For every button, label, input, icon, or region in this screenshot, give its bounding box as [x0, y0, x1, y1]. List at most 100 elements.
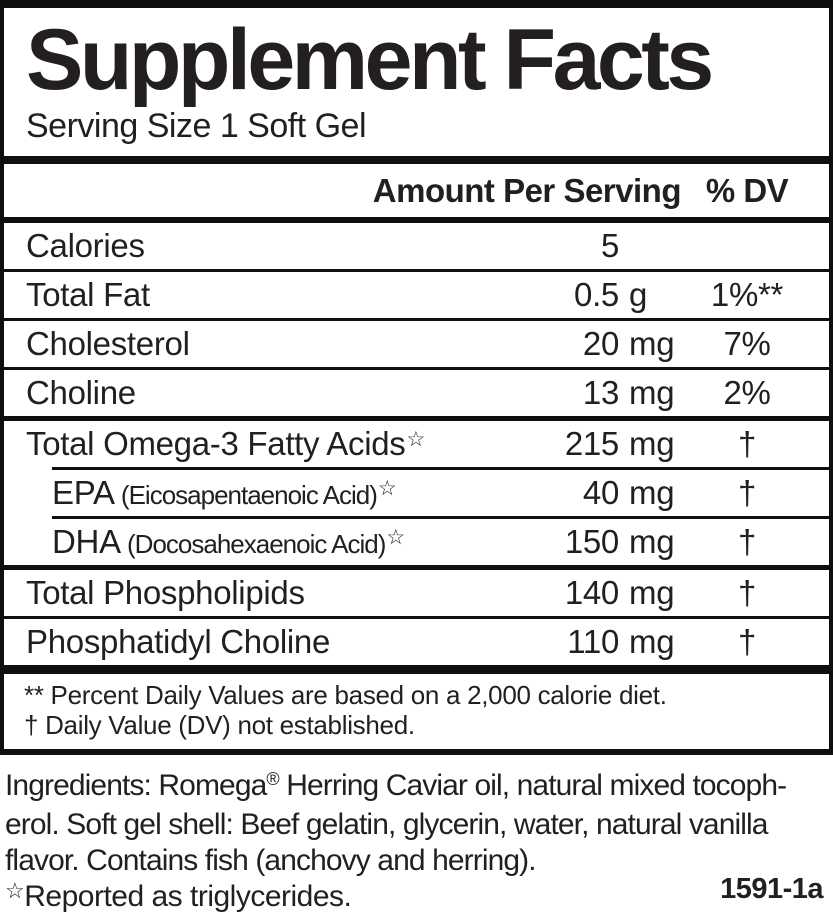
nutrient-name-paren: (Docosahexaenoic Acid)	[120, 529, 386, 560]
ingredients-text-part: erol. Soft gel shell: Beef gelatin, glyc…	[5, 808, 768, 842]
nutrient-name: Total Phospholipids	[26, 574, 491, 612]
nutrient-amount: 140 mg	[491, 574, 681, 612]
nutrient-name-text: Calories	[26, 227, 145, 265]
amount-unit: mg	[629, 474, 675, 512]
nutrient-amount: 0.5 g	[491, 276, 681, 314]
reported-note: ☆Reported as triglycerides.	[5, 878, 827, 917]
nutrient-name: Choline	[26, 374, 491, 412]
ingredients-text-part: flavor. Contains fish (anchovy and herri…	[5, 844, 537, 878]
ingredients-text-part: Herring Caviar oil, natural mixed tocoph…	[278, 769, 787, 803]
ingredients-line-2: erol. Soft gel shell: Beef gelatin, glyc…	[5, 807, 827, 843]
divider-thick-top	[4, 156, 829, 165]
amount-per-serving-header: Amount Per Serving	[372, 171, 682, 209]
nutrient-dv: †	[737, 425, 757, 463]
nutrient-amount: 40 mg	[491, 474, 681, 512]
title-section: Supplement Facts Serving Size 1 Soft Gel	[4, 8, 829, 156]
product-code: 1591-1a	[720, 873, 823, 906]
star-icon: ☆	[386, 526, 405, 550]
footnote-line-2: † Daily Value (DV) not established.	[24, 710, 415, 741]
nutrient-name-text: Total Fat	[26, 276, 150, 314]
table-header: Amount Per Serving % DV	[4, 164, 829, 217]
table-row-phosphatidyl-choline: Phosphatidyl Choline 110 mg †	[4, 619, 829, 665]
nutrient-name: Cholesterol	[26, 325, 491, 363]
nutrient-name-paren: (Eicosapentaenoic Acid)	[114, 480, 378, 511]
table-row-total-fat: Total Fat 0.5 g 1%**	[4, 272, 829, 318]
amount-unit: g	[629, 276, 648, 314]
table-row-total-phospholipids: Total Phospholipids 140 mg †	[4, 570, 829, 616]
nutrient-dv: †	[737, 574, 757, 612]
nutrient-amount: 5	[491, 227, 681, 265]
nutrient-name: Total Omega-3 Fatty Acids☆	[26, 425, 491, 463]
serving-size: Serving Size 1 Soft Gel	[26, 107, 367, 146]
nutrient-name-text: DHA	[52, 523, 121, 561]
nutrient-name: Phosphatidyl Choline	[26, 623, 491, 661]
nutrient-name-text: EPA	[52, 474, 115, 512]
nutrient-rows: Calories 5 Total Fat 0.5 g 1%** Cholesterol 20 m…	[4, 223, 829, 665]
amount-unit: mg	[629, 374, 675, 412]
row-separator	[4, 269, 829, 273]
star-icon: ☆	[377, 477, 397, 501]
nutrient-amount: 150 mg	[491, 523, 681, 561]
amount-value: 5	[600, 227, 619, 265]
nutrient-dv: 2%	[723, 374, 771, 412]
table-row-cholesterol: Cholesterol 20 mg 7%	[4, 321, 829, 367]
row-separator	[4, 318, 829, 322]
footnotes: ** Percent Daily Values are based on a 2…	[4, 674, 829, 749]
amount-value: 20	[582, 325, 619, 363]
amount-unit: mg	[629, 623, 675, 661]
table-row-total-omega-3-fatty-acids: Total Omega-3 Fatty Acids☆ 215 mg †	[4, 421, 829, 467]
row-separator	[4, 616, 829, 620]
amount-value: 13	[582, 374, 619, 412]
divider-thick-header	[4, 217, 829, 224]
amount-unit: mg	[629, 523, 675, 561]
divider-thick-footnotes	[4, 665, 829, 675]
row-separator	[4, 565, 829, 571]
amount-value: 40	[582, 474, 619, 512]
nutrient-amount: 215 mg	[491, 425, 681, 463]
ingredients-text-part: Ingredients: Romega	[5, 769, 267, 803]
nutrient-dv: †	[737, 623, 757, 661]
table-row-choline: Choline 13 mg 2%	[4, 370, 829, 416]
nutrient-name-text: Phosphatidyl Choline	[26, 623, 331, 661]
panel-title: Supplement Facts	[26, 12, 714, 108]
footnote-line-1: ** Percent Daily Values are based on a 2…	[24, 680, 667, 711]
amount-unit: mg	[629, 325, 675, 363]
amount-unit	[629, 227, 681, 265]
nutrient-amount: 13 mg	[491, 374, 681, 412]
table-row-calories: Calories 5	[4, 223, 829, 269]
ingredients-text: Ingredients: Romega® Herring Caviar oil,…	[5, 768, 827, 879]
row-separator	[52, 516, 829, 520]
row-separator	[4, 416, 829, 422]
nutrient-name-text: Total Phospholipids	[26, 574, 305, 612]
reported-text: Reported as triglycerides.	[24, 880, 352, 914]
ingredients-section: Ingredients: Romega® Herring Caviar oil,…	[0, 755, 833, 917]
row-separator	[4, 367, 829, 371]
amount-unit: mg	[629, 425, 675, 463]
amount-value: 110	[567, 623, 619, 661]
amount-unit: mg	[629, 574, 675, 612]
registered-mark: ®	[266, 769, 279, 790]
amount-value: 0.5	[574, 276, 619, 314]
nutrient-amount: 20 mg	[491, 325, 681, 363]
supplement-facts-panel: Supplement Facts Serving Size 1 Soft Gel…	[0, 0, 833, 756]
nutrient-name: Total Fat	[26, 276, 491, 314]
star-icon: ☆	[406, 428, 426, 452]
table-row-epa: EPA (Eicosapentaenoic Acid)☆ 40 mg †	[4, 470, 829, 516]
ingredients-line-1: Ingredients: Romega® Herring Caviar oil,…	[5, 768, 827, 807]
nutrient-name-text: Choline	[26, 374, 136, 412]
row-separator	[52, 467, 829, 471]
nutrient-dv: †	[737, 474, 757, 512]
nutrient-dv: †	[737, 523, 757, 561]
nutrient-name: EPA (Eicosapentaenoic Acid)☆	[26, 474, 491, 512]
amount-value: 215	[564, 425, 619, 463]
nutrient-dv: 7%	[723, 325, 771, 363]
percent-dv-header: % DV	[705, 171, 789, 209]
nutrient-name: DHA (Docosahexaenoic Acid)☆	[26, 523, 491, 561]
ingredients-line-3: flavor. Contains fish (anchovy and herri…	[5, 843, 827, 879]
nutrient-name-text: Total Omega-3 Fatty Acids	[26, 425, 406, 463]
nutrient-name-text: Cholesterol	[26, 325, 190, 363]
table-row-dha: DHA (Docosahexaenoic Acid)☆ 150 mg †	[4, 519, 829, 565]
amount-value: 140	[564, 574, 619, 612]
amount-value: 150	[564, 523, 619, 561]
